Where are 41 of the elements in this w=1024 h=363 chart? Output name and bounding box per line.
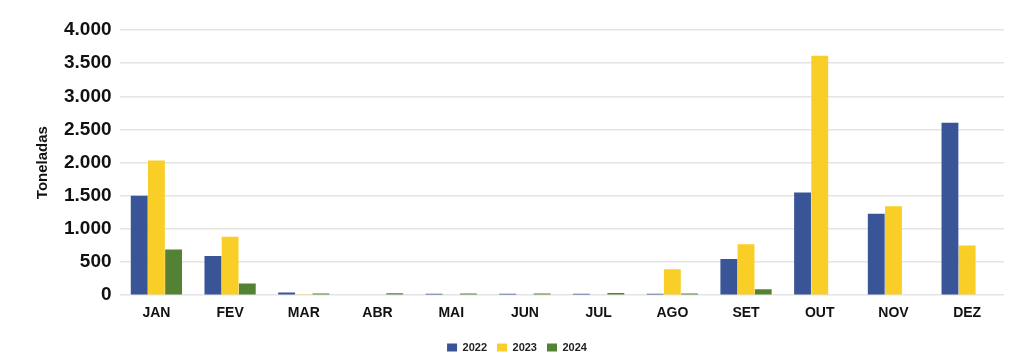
x-tick-label: JUN [510, 304, 539, 321]
y-tick-label: 0 [100, 283, 112, 305]
x-tick-label: JUL [585, 304, 613, 321]
bar [754, 289, 772, 295]
y-tick-label: 3.000 [64, 84, 112, 106]
x-tick-label: DEZ [953, 304, 982, 321]
x-tick-label: SET [732, 304, 761, 321]
bar [147, 160, 165, 295]
bar [663, 269, 681, 295]
bar [204, 256, 222, 295]
y-tick-label: 3.500 [64, 51, 112, 73]
y-tick-label: 2.500 [64, 117, 112, 139]
bar [867, 213, 885, 295]
bar [794, 192, 811, 295]
bar [958, 245, 976, 295]
x-tick-label: AGO [656, 304, 689, 321]
y-axis-title: Toneladas [33, 126, 51, 200]
y-tick-label: 1.500 [64, 183, 112, 205]
y-tick-label: 4.000 [64, 18, 112, 40]
y-tick-label: 1.000 [64, 217, 112, 239]
x-tick-label: MAI [438, 304, 465, 321]
x-tick-label: MAR [287, 304, 320, 321]
bar [885, 206, 902, 295]
bar [720, 259, 738, 295]
x-tick-label: OUT [804, 304, 835, 321]
bar [165, 249, 183, 295]
bar [238, 283, 256, 295]
bar [130, 195, 148, 295]
y-tick-label: 2.000 [64, 150, 112, 172]
x-tick-label: JAN [142, 304, 171, 321]
legend-label: 2022 [462, 340, 488, 353]
x-tick-label: FEV [216, 304, 245, 321]
bar [221, 236, 239, 295]
legend-label: 2023 [512, 340, 537, 353]
y-tick-label: 500 [79, 250, 112, 272]
x-tick-label: ABR [362, 304, 393, 321]
x-tick-label: NOV [878, 304, 910, 321]
legend-label: 2024 [562, 340, 588, 353]
bar [811, 55, 829, 295]
bar [737, 244, 755, 295]
bar [941, 122, 959, 295]
